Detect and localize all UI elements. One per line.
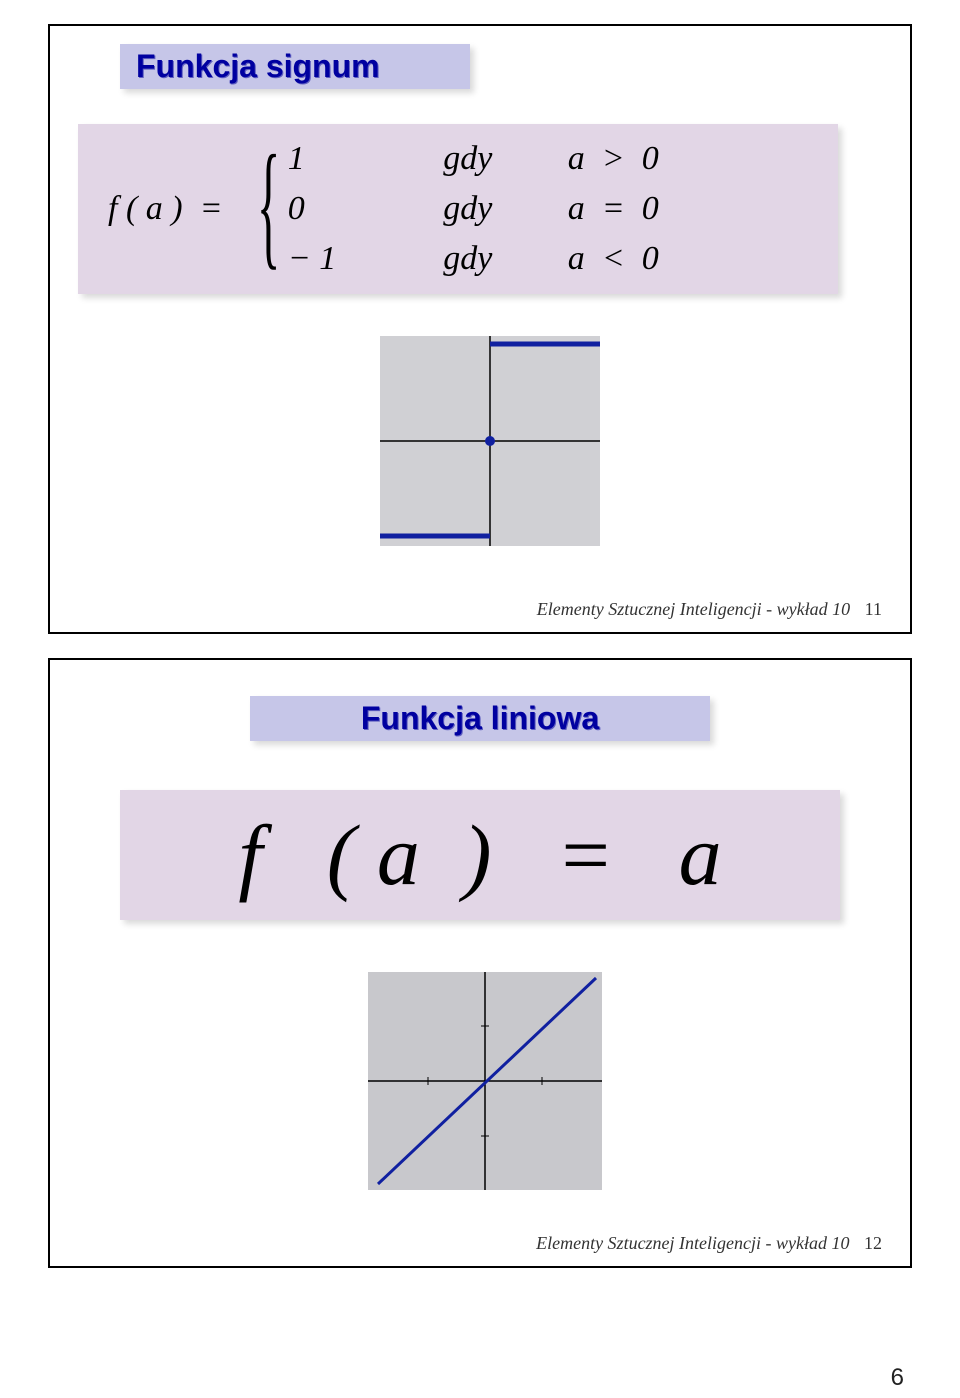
formula-row-1: 0 gdy a = 0: [288, 190, 748, 228]
footer-label-1: Elementy Sztucznej Inteligencji - wykład…: [537, 599, 850, 619]
slide-2-formula-box: f ( a ) = a: [120, 790, 840, 920]
slide-2-title-bar: Funkcja liniowa: [250, 696, 710, 741]
formula-word-1: gdy: [368, 190, 568, 228]
formula-val-0: 1: [288, 140, 368, 178]
formula-lhs: f ( a ) =: [108, 190, 223, 228]
formula-row-0: 1 gdy a > 0: [288, 140, 748, 178]
slide-2-title: Funkcja liniowa: [345, 700, 615, 736]
slide-1-footer: Elementy Sztucznej Inteligencji - wykład…: [537, 599, 882, 620]
brace-icon: {: [256, 135, 280, 275]
formula-row-2: − 1 gdy a < 0: [288, 240, 748, 278]
slide-1-title-bar: Funkcja signum: [120, 44, 470, 89]
footer-num-2: 12: [864, 1233, 882, 1253]
formula-word-0: gdy: [368, 140, 568, 178]
signum-chart: [360, 326, 620, 571]
footer-label-2: Elementy Sztucznej Inteligencji - wykład…: [536, 1233, 849, 1253]
formula-val-2: − 1: [288, 240, 368, 278]
formula-val-1: 0: [288, 190, 368, 228]
slide-1-formula: f ( a ) = { 1 gdy a > 0 0 gdy a = 0 − 1: [78, 124, 838, 294]
slide-2-formula: f ( a ) = a: [238, 805, 721, 905]
page-number: 6: [891, 1364, 904, 1392]
signum-dot: [485, 436, 495, 446]
formula-cond-1: a = 0: [568, 190, 748, 228]
slide-2-footer: Elementy Sztucznej Inteligencji - wykład…: [536, 1233, 882, 1254]
slide-1-title: Funkcja signum: [120, 48, 396, 84]
footer-num-1: 11: [865, 599, 882, 619]
formula-cond-0: a > 0: [568, 140, 748, 178]
formula-cond-2: a < 0: [568, 240, 748, 278]
slide-2-frame: Funkcja liniowa f ( a ) = a El: [48, 658, 912, 1268]
slide-1-frame: Funkcja signum f ( a ) = { 1 gdy a > 0 0…: [48, 24, 912, 634]
linear-chart: [350, 960, 620, 1215]
page: Funkcja signum f ( a ) = { 1 gdy a > 0 0…: [0, 24, 960, 1268]
formula-word-2: gdy: [368, 240, 568, 278]
